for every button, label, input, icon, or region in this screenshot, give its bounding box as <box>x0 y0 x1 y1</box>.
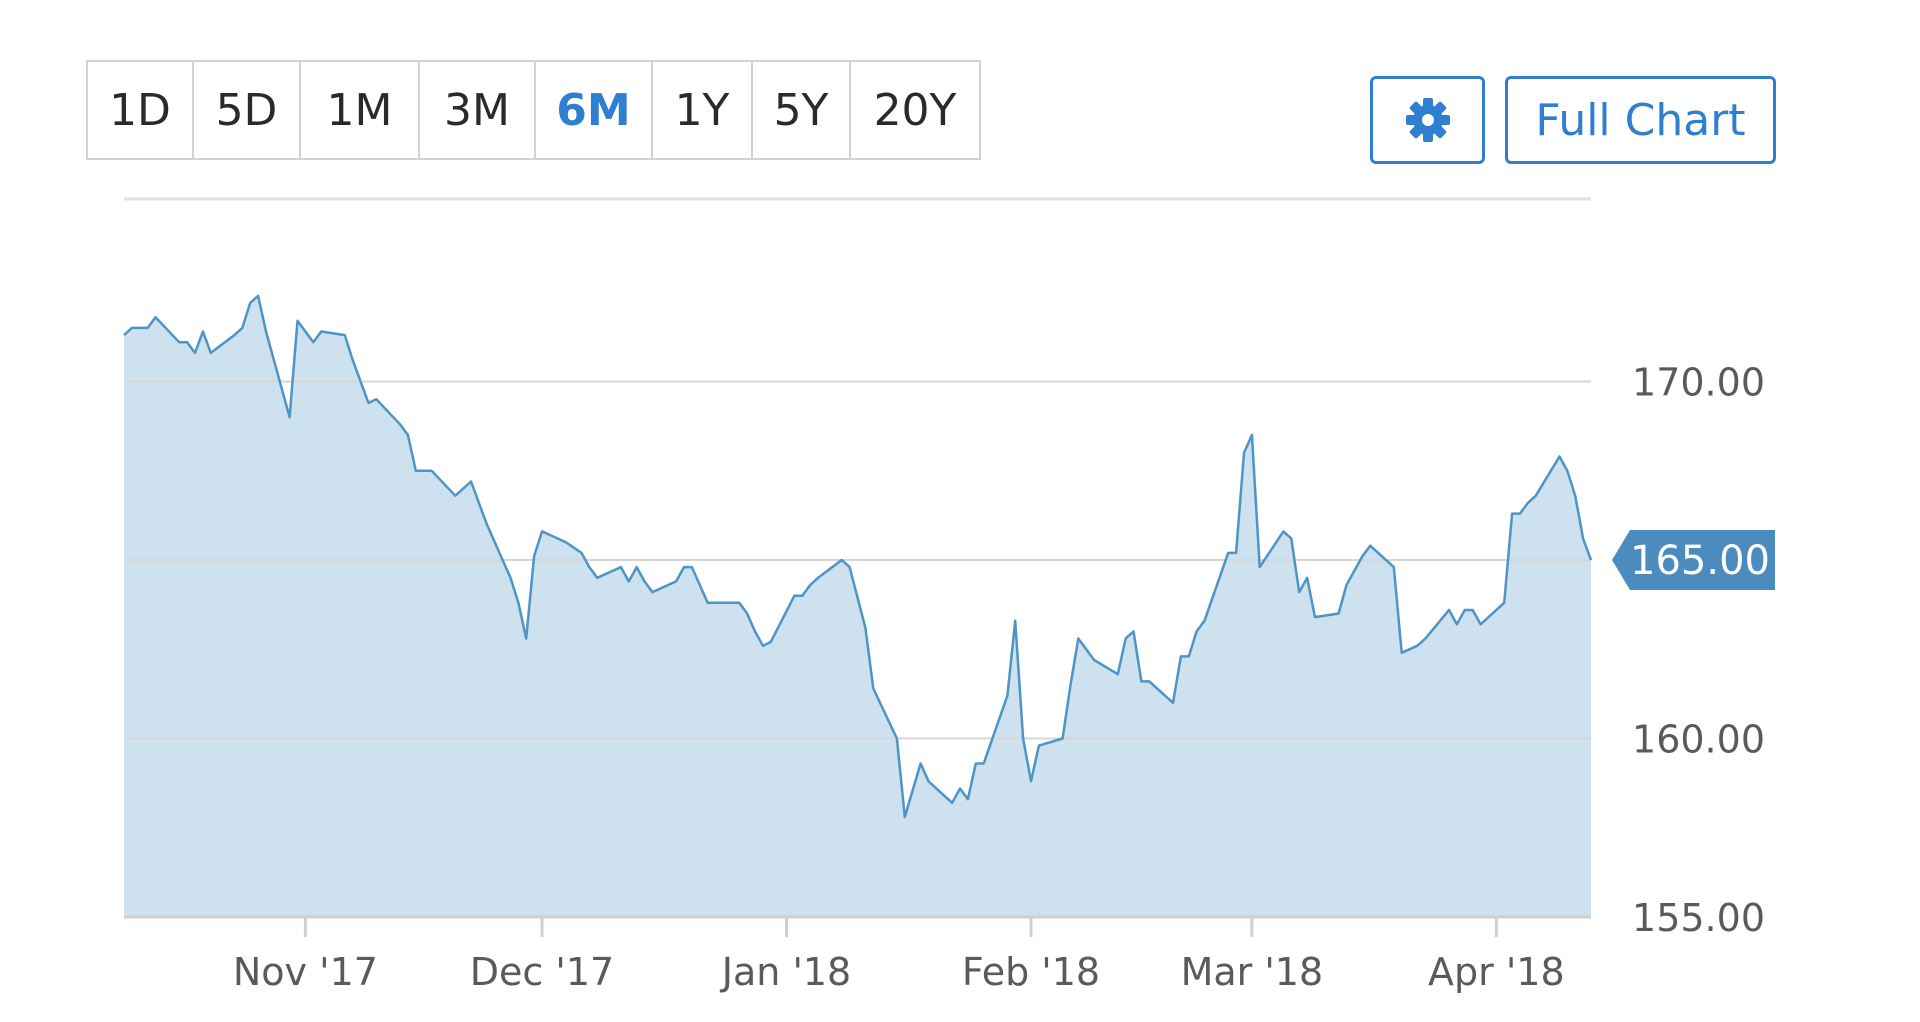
last-price-label: 165.00 <box>1630 538 1770 584</box>
full-chart-button[interactable]: Full Chart <box>1505 76 1776 164</box>
range-button-5y[interactable]: 5Y <box>753 62 851 158</box>
x-tick-label: Jan '18 <box>720 950 851 994</box>
gear-icon <box>1405 98 1450 142</box>
y-tick-label: 170.00 <box>1632 361 1765 405</box>
range-button-20y[interactable]: 20Y <box>873 84 957 136</box>
range-button-3m[interactable]: 3M <box>420 62 536 158</box>
range-button-1d[interactable]: 1D <box>88 62 194 158</box>
time-range-selector: 1D 5D 1M 3M 6M 1Y 5Y 20Y <box>86 60 981 160</box>
x-tick-label: Apr '18 <box>1428 950 1565 994</box>
price-line <box>123 294 1593 819</box>
x-tick-label: Mar '18 <box>1181 950 1324 994</box>
price-area-fill <box>124 295 1591 917</box>
x-tick-label: Nov '17 <box>233 950 378 994</box>
y-tick-label: 160.00 <box>1632 718 1765 762</box>
range-button-1m[interactable]: 1M <box>301 62 420 158</box>
chart-settings-button[interactable] <box>1370 76 1485 164</box>
last-price-badge <box>1612 530 1775 590</box>
x-tick-label: Feb '18 <box>962 950 1100 994</box>
x-tick-label: Dec '17 <box>470 950 614 994</box>
range-button-5d[interactable]: 5D <box>194 62 301 158</box>
range-button-6m[interactable]: 6M <box>536 62 653 158</box>
range-button-1y[interactable]: 1Y <box>653 62 753 158</box>
y-tick-label: 155.00 <box>1632 896 1765 940</box>
